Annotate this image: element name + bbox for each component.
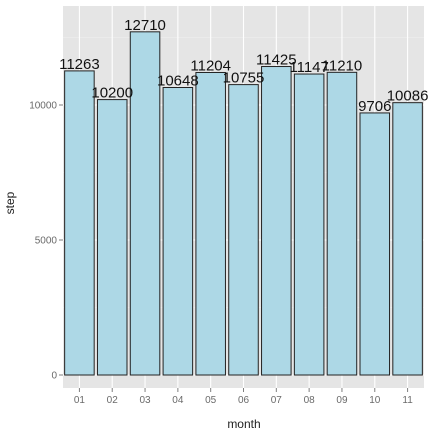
- data-labels: 11263 10200 12710 1064811204107551142511147…: [59, 17, 428, 115]
- x-tick-label: 04: [172, 395, 184, 406]
- bar: [228, 84, 259, 376]
- bar: [326, 71, 358, 376]
- y-axis-title: step: [3, 191, 17, 214]
- bar: [195, 71, 226, 376]
- bar: [64, 70, 95, 376]
- bar-value-label: 10648: [157, 73, 199, 90]
- bar-value-label: 10200: [91, 85, 133, 102]
- bar: [162, 87, 194, 376]
- x-tick-label: 08: [304, 395, 316, 406]
- y-tick-label: 0: [51, 371, 57, 382]
- x-tick-label: 07: [271, 395, 283, 406]
- bar-value-label: 11204: [190, 57, 231, 74]
- bar-value-label: 12710: [124, 17, 166, 34]
- x-tick-label: 02: [107, 395, 119, 406]
- x-tick-label: 01: [74, 395, 86, 406]
- bar: [293, 73, 325, 376]
- x-axis: 01 02 03 04 05 06 07 08 09 10 11: [74, 388, 413, 406]
- bar: [129, 31, 161, 376]
- y-tick-label: 10000: [29, 101, 57, 112]
- bar-value-label: 11263: [59, 56, 100, 73]
- y-tick-label: 5000: [35, 236, 58, 247]
- bar-value-label: 10755: [223, 70, 265, 87]
- x-tick-label: 05: [205, 395, 217, 406]
- bar-value-label: 9706: [358, 98, 391, 115]
- bar: [359, 112, 391, 376]
- bar: [96, 99, 128, 376]
- x-tick-label: 10: [369, 395, 381, 406]
- bar: [392, 102, 423, 376]
- x-axis-title: month: [227, 417, 260, 431]
- x-tick-label: 06: [238, 395, 250, 406]
- bars: [64, 31, 423, 376]
- bar: [261, 66, 292, 376]
- x-tick-label: 11: [402, 395, 413, 406]
- x-tick-label: 03: [139, 395, 151, 406]
- bar-value-label: 11147: [289, 59, 329, 76]
- bar-value-label: 10086: [387, 88, 429, 105]
- bar-value-label: 11425: [256, 52, 297, 69]
- bar-value-label: 11210: [322, 57, 363, 74]
- y-axis: 0 5000 10000: [29, 101, 63, 382]
- x-tick-label: 09: [336, 395, 348, 406]
